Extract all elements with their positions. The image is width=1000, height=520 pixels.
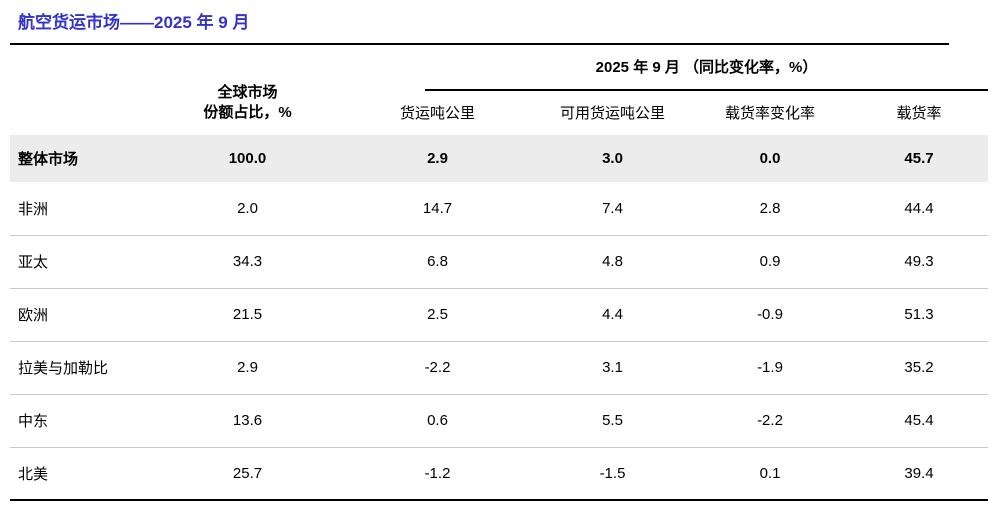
table-row-north-america: 北美 25.7 -1.2 -1.5 0.1 39.4 — [10, 447, 989, 500]
ctk-cell: 2.9 — [427, 150, 448, 167]
table-row-africa: 非洲 2.0 14.7 7.4 2.8 44.4 — [10, 182, 988, 235]
load-factor-cell: 39.4 — [904, 464, 934, 482]
col-header-actk: 可用货运吨公里 — [559, 105, 665, 122]
load-factor-cell: 45.7 — [904, 150, 934, 167]
ctk-cell: -1.2 — [424, 464, 451, 482]
table-body: 整体市场 100.0 2.9 3.0 0.0 45.7 非洲 2.0 14.7 … — [10, 135, 989, 500]
ctk-cell: 14.7 — [422, 199, 453, 217]
load-factor-cell: 51.3 — [904, 306, 934, 323]
yoy-group-header: 2025 年 9 月 （同比变化率，%） — [425, 47, 989, 91]
region-cell: 整体市场 — [18, 151, 79, 168]
table-row-asia-pacific: 亚太 34.3 6.8 4.8 0.9 49.3 — [10, 235, 989, 288]
actk-cell: -1.5 — [599, 464, 626, 482]
actk-cell: 5.5 — [602, 412, 623, 429]
ctk-cell: 0.6 — [427, 412, 448, 429]
region-cell: 拉美与加勒比 — [18, 360, 109, 377]
share-cell: 2.0 — [237, 199, 258, 217]
share-cell: 21.5 — [232, 306, 263, 323]
load-factor-cell: 44.4 — [904, 199, 934, 217]
table-row-latin-america-caribbean: 拉美与加勒比 2.9 -2.2 3.1 -1.9 35.2 — [10, 341, 989, 394]
col-header-load-factor: 载货率 — [896, 105, 942, 122]
region-cell: 欧洲 — [18, 307, 49, 324]
region-cell: 亚太 — [18, 254, 49, 271]
yoy-group-header-cell: 2025 年 9 月 （同比变化率，%） — [340, 45, 989, 91]
load-factor-change-cell: -0.9 — [757, 306, 783, 323]
header-row-columns: 货运吨公里 可用货运吨公里 载货率变化率 载货率 — [10, 91, 988, 135]
ctk-cell: 2.5 — [427, 306, 448, 323]
share-cell: 100.0 — [228, 150, 267, 167]
load-factor-change-cell: 0.0 — [759, 150, 781, 167]
col-header-ctk: 货运吨公里 — [399, 105, 475, 122]
actk-cell: 3.1 — [602, 359, 623, 376]
share-cell: 2.9 — [237, 359, 258, 376]
load-factor-change-cell: -1.9 — [757, 359, 783, 376]
title-divider — [10, 43, 949, 45]
share-column-header: 全球市场 份额占比，% — [155, 45, 340, 135]
load-factor-cell: 45.4 — [904, 412, 934, 429]
region-cell: 中东 — [18, 413, 49, 430]
table-header: 全球市场 份额占比，% 2025 年 9 月 （同比变化率，%） 货运吨公里 可… — [10, 45, 989, 135]
load-factor-change-cell: -2.2 — [757, 412, 783, 429]
load-factor-cell: 49.3 — [904, 253, 934, 270]
page-title: 航空货运市场——2025 年 9 月 — [18, 13, 250, 32]
actk-cell: 3.0 — [602, 150, 623, 167]
share-cell: 13.6 — [232, 412, 263, 429]
col-header-load-factor-change: 载货率变化率 — [724, 105, 815, 122]
actk-cell: 4.8 — [602, 253, 623, 270]
share-cell: 25.7 — [232, 464, 263, 482]
region-cell: 非洲 — [18, 200, 49, 218]
load-factor-change-cell: 0.1 — [759, 464, 781, 482]
actk-cell: 4.4 — [602, 306, 623, 323]
share-column-header-line2: 份额占比，% — [203, 104, 292, 121]
region-cell: 北美 — [18, 465, 49, 483]
table-row-middle-east: 中东 13.6 0.6 5.5 -2.2 45.4 — [10, 394, 989, 447]
air-cargo-market-table: 全球市场 份额占比，% 2025 年 9 月 （同比变化率，%） 货运吨公里 可… — [10, 45, 989, 501]
share-cell: 34.3 — [232, 253, 263, 270]
header-row-group: 全球市场 份额占比，% 2025 年 9 月 （同比变化率，%） — [10, 45, 989, 121]
share-column-header-line1: 全球市场 — [217, 84, 278, 101]
load-factor-change-cell: 0.9 — [759, 253, 781, 270]
actk-cell: 7.4 — [602, 199, 623, 217]
table-row-total-market: 整体市场 100.0 2.9 3.0 0.0 45.7 — [10, 135, 989, 182]
load-factor-change-cell: 2.8 — [759, 199, 781, 217]
ctk-cell: 6.8 — [427, 253, 448, 270]
region-column-header-empty — [10, 45, 155, 135]
ctk-cell: -2.2 — [424, 359, 451, 376]
load-factor-cell: 35.2 — [904, 359, 934, 376]
table-row-europe: 欧洲 21.5 2.5 4.4 -0.9 51.3 — [10, 288, 989, 341]
